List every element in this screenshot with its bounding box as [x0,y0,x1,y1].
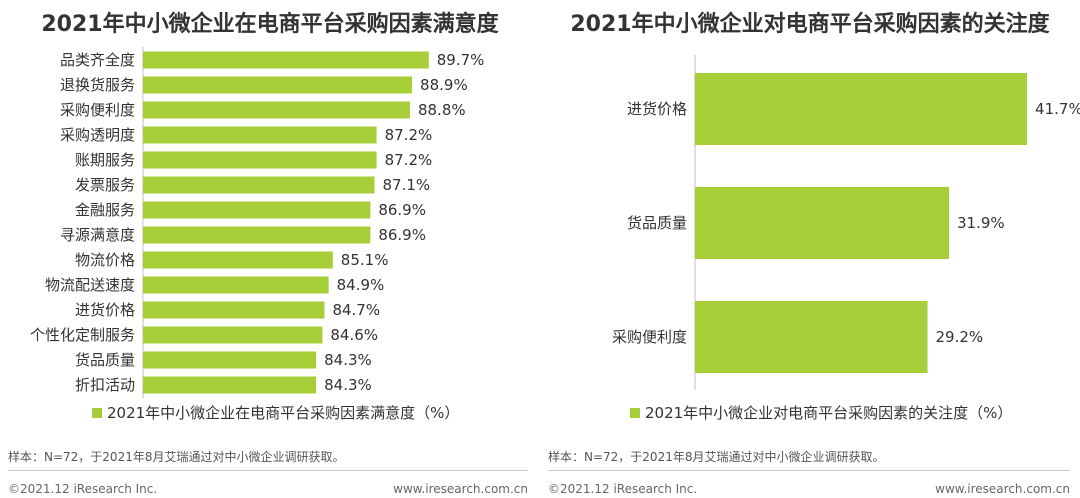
category-label: 账期服务 [75,151,135,169]
source-note: 样本：N=72，于2021年8月艾瑞通过对中小微企业调研获取。 [548,450,885,464]
source-note: 样本：N=72，于2021年8月艾瑞通过对中小微企业调研获取。 [8,450,345,464]
footer-divider [548,470,1070,471]
category-label: 采购便利度 [60,101,135,119]
value-label: 87.1% [383,176,431,194]
bar [695,301,928,373]
bar [143,201,371,219]
website-link: www.iresearch.com.cn [935,482,1070,496]
category-label: 物流配送速度 [45,276,135,294]
bar [143,376,317,394]
category-label: 寻源满意度 [60,226,135,244]
legend-label: 2021年中小微企业对电商平台采购因素的关注度（%） [645,404,1013,422]
bar [143,151,377,169]
value-label: 89.7% [437,51,485,69]
bar [143,251,333,269]
bar [143,226,371,244]
category-label: 货品质量 [627,214,687,232]
value-label: 86.9% [378,226,426,244]
category-label: 退换货服务 [60,76,135,94]
bar [143,76,413,94]
chart-legend: 2021年中小微企业在电商平台采购因素满意度（%） [92,402,459,423]
value-label: 84.6% [330,326,378,344]
category-label: 货品质量 [75,351,135,369]
chart-legend: 2021年中小微企业对电商平台采购因素的关注度（%） [630,402,1012,423]
value-label: 84.9% [337,276,385,294]
bar [143,326,323,344]
bar [143,301,325,319]
satisfaction-chart-panel: 2021年中小微企业在电商平台采购因素满意度 品类齐全度 89.7% 退换货服务 88… [8,12,528,496]
satisfaction-bar-chart: 品类齐全度 89.7% 退换货服务 88.9% 采购便利度 88.8% 采购透明度 87.2%… [30,47,485,398]
value-label: 87.2% [385,151,433,169]
value-label: 84.3% [324,351,372,369]
value-label: 87.2% [385,126,433,144]
category-label: 折扣活动 [75,376,135,394]
copyright: ©2021.12 iResearch Inc. [548,482,698,496]
bar [695,187,950,259]
copyright: ©2021.12 iResearch Inc. [8,482,158,496]
category-label: 物流价格 [75,251,135,269]
website-link: www.iresearch.com.cn [393,482,528,496]
category-label: 金融服务 [75,201,135,219]
bar [143,276,329,294]
bar [143,176,375,194]
bar [143,351,317,369]
legend-label: 2021年中小微企业在电商平台采购因素满意度（%） [107,404,460,422]
bar [143,51,429,69]
bar [143,101,410,119]
attention-bar-chart: 进货价格 41.7% 货品质量 31.9% 采购便利度 29.2% [612,55,1080,390]
value-label: 29.2% [936,328,984,346]
value-label: 41.7% [1035,100,1080,118]
value-label: 86.9% [378,201,426,219]
category-label: 进货价格 [627,100,687,118]
value-label: 88.8% [418,101,466,119]
chart-title: 2021年中小微企业在电商平台采购因素满意度 [41,12,499,37]
chart-title: 2021年中小微企业对电商平台采购因素的关注度 [570,12,1050,37]
value-label: 85.1% [341,251,389,269]
value-label: 31.9% [957,214,1005,232]
category-label: 个性化定制服务 [30,326,135,344]
footer-divider [8,470,528,471]
value-label: 84.3% [324,376,372,394]
category-label: 品类齐全度 [60,51,135,69]
attention-chart-panel: 2021年中小微企业对电商平台采购因素的关注度 进货价格 41.7% 货品质量 31.… [540,0,1080,498]
category-label: 发票服务 [75,176,135,194]
bar [695,73,1028,145]
legend-swatch [92,407,102,418]
legend-swatch [630,407,640,418]
value-label: 88.9% [420,76,468,94]
category-label: 采购便利度 [612,328,687,346]
category-label: 采购透明度 [60,126,135,144]
bar [143,126,377,144]
category-label: 进货价格 [75,301,135,319]
value-label: 84.7% [332,301,380,319]
